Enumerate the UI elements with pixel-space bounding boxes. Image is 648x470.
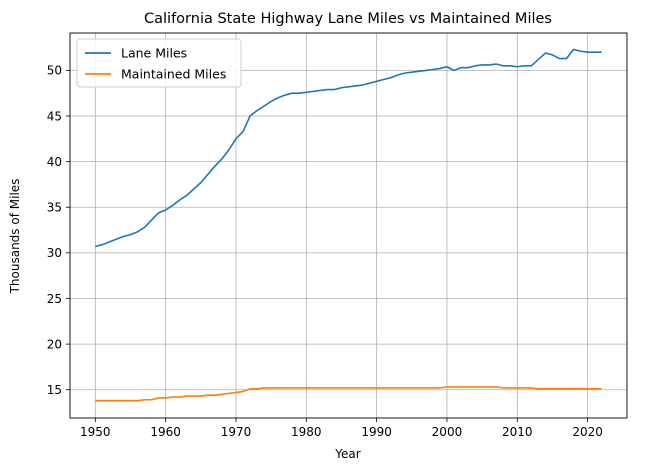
series-line-1 [95,48,602,248]
x-axis: 1950 1960 1970 1980 1990 2000 2010 2020 [80,418,603,439]
series-layer [95,48,602,402]
legend-label: Lane Miles [121,46,187,61]
y-tick-label: 30 [47,246,62,260]
series-line-2 [95,386,602,402]
chart-title: California State Highway Lane Miles vs M… [144,11,552,27]
x-tick-label: 1980 [291,425,322,439]
grid-lines [70,33,627,418]
x-tick-label: 1990 [361,425,392,439]
x-tick-label: 1960 [150,425,181,439]
legend: Lane Miles Maintained Miles [76,38,242,88]
x-axis-label: Year [334,447,360,461]
y-axis-label: Thousands of Miles [8,179,22,295]
x-tick-label: 1950 [80,425,111,439]
y-tick-label: 15 [47,383,62,397]
y-tick-label: 25 [47,292,62,306]
x-tick-label: 2010 [502,425,533,439]
x-tick-label: 2000 [432,425,463,439]
y-axis: 15 20 25 30 35 40 45 50 [47,64,70,397]
plot-frame [69,32,628,419]
y-tick-label: 45 [47,109,62,123]
legend-box [76,38,242,88]
y-tick-label: 20 [47,337,62,351]
x-tick-label: 2020 [572,425,603,439]
legend-label: Maintained Miles [121,67,226,82]
x-tick-label: 1970 [221,425,252,439]
y-tick-label: 50 [47,64,62,78]
y-tick-label: 35 [47,201,62,215]
y-tick-label: 40 [47,155,62,169]
